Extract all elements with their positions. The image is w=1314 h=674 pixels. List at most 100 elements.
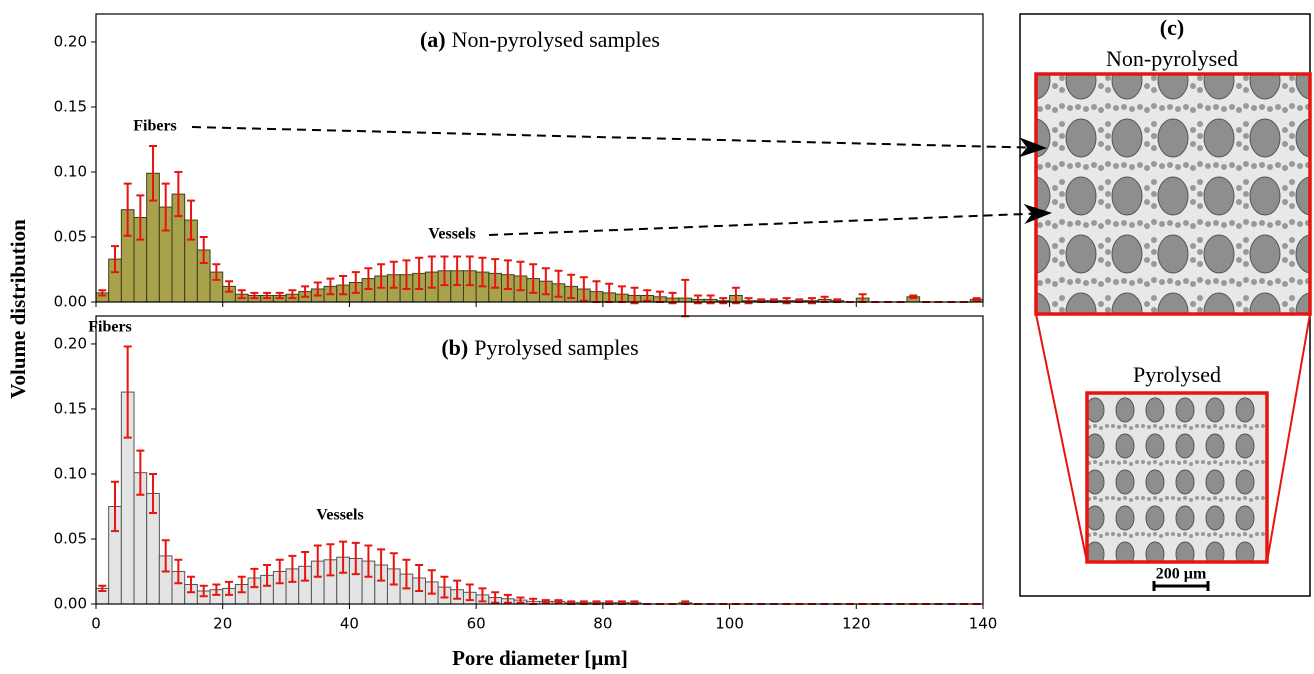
x-tick-label: 40 xyxy=(340,615,359,633)
y-tick-label: 0.15 xyxy=(54,97,87,115)
error-bar xyxy=(377,263,386,289)
error-bar xyxy=(389,552,398,586)
micrograph xyxy=(1085,391,1269,564)
error-bar xyxy=(465,255,474,287)
error-bar xyxy=(288,554,297,583)
panel-label: (a) xyxy=(420,27,446,52)
panel-title: (b) Pyrolysed samples xyxy=(441,335,638,360)
annotation: Vessels xyxy=(316,507,363,524)
error-bar xyxy=(275,291,284,300)
error-bar xyxy=(313,281,322,297)
panel-label: (c) xyxy=(1160,15,1184,40)
y-tick-label: 0.20 xyxy=(54,32,87,50)
error-bar xyxy=(123,345,132,439)
x-axis-label: Pore diameter [µm] xyxy=(452,646,628,670)
error-bar xyxy=(187,199,196,241)
error-bar xyxy=(288,289,297,300)
error-bar xyxy=(541,599,550,604)
error-bar xyxy=(389,260,398,289)
error-bar xyxy=(263,291,272,300)
error-bar xyxy=(339,540,348,574)
error-bar xyxy=(427,255,436,289)
micrograph xyxy=(1034,72,1312,316)
error-bar xyxy=(351,541,360,576)
error-bar xyxy=(98,289,107,297)
error-bar xyxy=(364,267,373,290)
error-bar xyxy=(440,575,449,599)
y-tick-label: 0.00 xyxy=(54,595,87,613)
x-tick-label: 60 xyxy=(467,615,486,633)
error-bar xyxy=(326,543,335,577)
annotation: Vessels xyxy=(428,226,475,243)
y-tick-label: 0.15 xyxy=(54,399,87,417)
error-bar xyxy=(731,286,740,305)
error-bar xyxy=(402,259,411,290)
error-bar xyxy=(136,449,145,496)
scale-bar xyxy=(1152,581,1210,591)
zoom-line xyxy=(1266,313,1311,563)
error-bar xyxy=(174,558,183,585)
error-bar xyxy=(98,584,107,592)
error-bar xyxy=(503,593,512,604)
image-caption: Pyrolysed xyxy=(1133,362,1221,387)
error-bar xyxy=(364,544,373,578)
plot-frame xyxy=(95,315,984,605)
error-bar xyxy=(643,289,652,302)
error-bar xyxy=(554,599,563,604)
x-tick-label: 140 xyxy=(969,615,998,633)
error-bar xyxy=(301,285,310,298)
panel-title-text: Pyrolysed samples xyxy=(474,335,638,360)
error-bar xyxy=(149,144,158,202)
image-caption: Non-pyrolysed xyxy=(1106,46,1238,71)
plot: 0.00 0.05 0.10 0.15 0.20 0 20 40 60 80 100 120 140 (b… xyxy=(54,315,998,670)
x-tick-label: 120 xyxy=(842,615,871,633)
error-bar xyxy=(263,563,272,587)
error-bar xyxy=(225,280,234,293)
error-bar xyxy=(491,591,500,604)
error-bar xyxy=(111,245,120,274)
error-bar xyxy=(199,584,208,598)
error-bar xyxy=(377,548,386,582)
error-bar xyxy=(516,260,525,292)
error-bar xyxy=(478,256,487,288)
error-bar xyxy=(212,583,221,596)
error-bar xyxy=(187,575,196,594)
error-bar xyxy=(440,255,449,287)
plot-frame xyxy=(95,13,984,303)
error-bar xyxy=(313,544,322,578)
x-tick-label: 0 xyxy=(91,615,101,633)
error-bar xyxy=(630,286,639,305)
error-bar xyxy=(503,259,512,290)
error-bar xyxy=(529,263,538,294)
error-bar xyxy=(516,596,525,604)
error-bar xyxy=(541,267,550,296)
error-bar xyxy=(427,569,436,595)
arrow xyxy=(488,204,1052,236)
error-bar xyxy=(909,294,918,300)
error-bar xyxy=(212,263,221,281)
arrow xyxy=(191,126,1047,158)
error-bar xyxy=(250,291,259,300)
panel-title: (a) Non-pyrolysed samples xyxy=(420,27,660,52)
error-bar xyxy=(351,271,360,294)
error-bar xyxy=(478,587,487,603)
error-bar xyxy=(123,182,132,237)
y-tick-label: 0.00 xyxy=(54,293,87,311)
error-bar xyxy=(554,269,563,298)
x-tick-label: 80 xyxy=(593,615,612,633)
error-bar xyxy=(237,575,246,594)
error-bar xyxy=(111,480,120,533)
y-tick-label: 0.10 xyxy=(54,464,87,482)
error-bar xyxy=(972,297,981,302)
error-bar xyxy=(149,472,158,514)
error-bar xyxy=(567,273,576,300)
error-bar xyxy=(250,567,259,589)
error-bar xyxy=(161,182,170,232)
y-tick-label: 0.20 xyxy=(54,334,87,352)
error-bar xyxy=(225,580,234,596)
y-tick-label: 0.05 xyxy=(54,227,87,245)
error-bar xyxy=(579,276,588,302)
error-bar xyxy=(415,256,424,290)
error-bar xyxy=(453,255,462,287)
